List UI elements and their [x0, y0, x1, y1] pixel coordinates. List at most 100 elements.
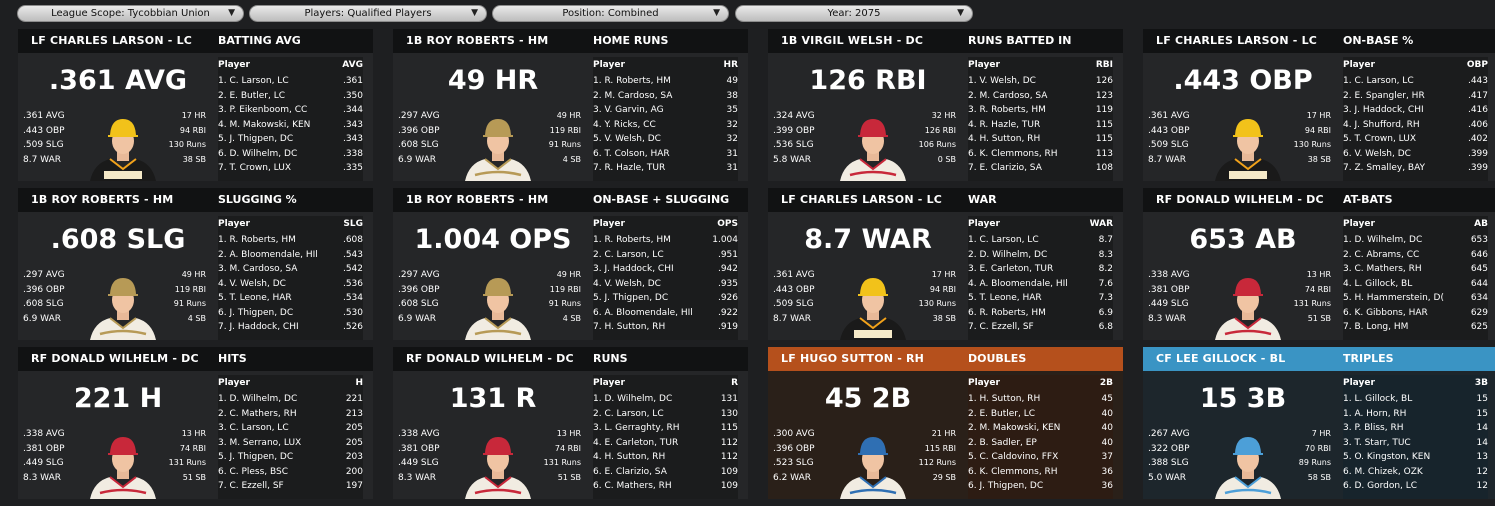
leader-name[interactable]: 2. M. Cardoso, SA: [968, 90, 1048, 101]
leaderboard-row[interactable]: 6. E. Clarizio, SA 109: [593, 465, 738, 479]
leader-name[interactable]: 3. C. Larson, LC: [218, 423, 289, 433]
leader-name[interactable]: 2. M. Cardoso, SA: [593, 90, 673, 101]
leader-name[interactable]: 1. V. Welsh, DC: [968, 76, 1036, 86]
leader-name[interactable]: 2. C. Larson, LC: [593, 249, 664, 260]
leader-name[interactable]: 6. K. Clemmons, RH: [968, 466, 1058, 477]
player-name[interactable]: 1B VIRGIL WELSH - DC: [781, 34, 924, 47]
leaderboard-row[interactable]: 3. V. Garvin, AG 35: [593, 103, 738, 117]
player-column-header[interactable]: Player: [218, 60, 250, 70]
leader-name[interactable]: 3. V. Garvin, AG: [593, 105, 664, 115]
leaderboard-row[interactable]: 7. B. Long, HM 625: [1343, 320, 1488, 334]
player-column-header[interactable]: Player: [1343, 219, 1375, 229]
leaderboard-row[interactable]: 7. T. Crown, LUX .335: [218, 161, 363, 175]
player-name[interactable]: RF DONALD WILHELM - DC: [31, 352, 199, 365]
leader-card[interactable]: CF LEE GILLOCK - BL TRIPLES 15 3B .267 AVG.…: [1143, 347, 1495, 499]
leader-name[interactable]: 6. T. Colson, HAR: [593, 148, 670, 159]
leader-name[interactable]: 7. R. Hazle, TUR: [593, 163, 666, 173]
leader-name[interactable]: 5. C. Caldovino, FFX: [968, 452, 1059, 462]
leaderboard-row[interactable]: 2. C. Abrams, CC 646: [1343, 248, 1488, 262]
leaderboard-row[interactable]: 4. R. Hazle, TUR 115: [968, 118, 1113, 132]
leaderboard-row[interactable]: 2. E. Butler, LC 40: [968, 407, 1113, 421]
leader-name[interactable]: 7. Z. Smalley, BAY: [1343, 163, 1426, 173]
leader-name[interactable]: 7. C. Ezzell, SF: [968, 322, 1034, 332]
player-avatar[interactable]: [88, 270, 158, 340]
player-column-header[interactable]: Player: [1343, 60, 1375, 70]
leader-name[interactable]: 1. D. Wilhelm, DC: [593, 394, 673, 404]
leaderboard-row[interactable]: 7. Z. Smalley, BAY .399: [1343, 161, 1488, 175]
leader-name[interactable]: 4. A. Bloomendale, HIl: [968, 278, 1068, 289]
stat-column-header[interactable]: OBP: [1466, 60, 1488, 70]
leader-name[interactable]: 7. T. Crown, LUX: [218, 163, 291, 173]
leaderboard-row[interactable]: 1. D. Wilhelm, DC 131: [593, 392, 738, 406]
leaderboard-row[interactable]: 7. R. Hazle, TUR 31: [593, 161, 738, 175]
leaderboard-row[interactable]: 5. T. Crown, LUX .402: [1343, 132, 1488, 146]
leaderboard-row[interactable]: 4. L. Gillock, BL 644: [1343, 277, 1488, 291]
stat-column-header[interactable]: 2B: [1099, 378, 1113, 388]
leaderboard-row[interactable]: 7. H. Sutton, RH .919: [593, 320, 738, 334]
leader-name[interactable]: 1. D. Wilhelm, DC: [1343, 235, 1423, 245]
stat-column-header[interactable]: OPS: [717, 219, 738, 229]
leader-name[interactable]: 3. J. Haddock, CHI: [1343, 105, 1424, 115]
leaderboard-row[interactable]: 2. B. Sadler, EP 40: [968, 436, 1113, 450]
leader-name[interactable]: 2. E. Butler, LC: [218, 90, 286, 101]
leader-name[interactable]: 1. C. Larson, LC: [218, 76, 289, 86]
player-avatar[interactable]: [463, 270, 533, 340]
leader-name[interactable]: 1. L. Gillock, BL: [1343, 394, 1413, 404]
player-avatar[interactable]: [838, 111, 908, 181]
leader-card[interactable]: RF DONALD WILHELM - DC RUNS 131 R .338 AVG.…: [393, 347, 748, 499]
player-column-header[interactable]: Player: [218, 219, 250, 229]
stat-column-header[interactable]: 3B: [1474, 378, 1488, 388]
leader-card[interactable]: LF CHARLES LARSON - LC ON-BASE % .443 OBP.…: [1143, 29, 1495, 181]
player-column-header[interactable]: Player: [1343, 378, 1375, 388]
leader-name[interactable]: 2. E. Butler, LC: [968, 408, 1036, 419]
stat-column-header[interactable]: AB: [1474, 219, 1488, 229]
leaderboard-row[interactable]: 2. M. Makowski, KEN 40: [968, 421, 1113, 435]
players-dropdown[interactable]: Players: Qualified Players ▼: [249, 5, 487, 22]
leader-name[interactable]: 2. C. Abrams, CC: [1343, 249, 1420, 260]
player-name[interactable]: 1B ROY ROBERTS - HM: [406, 34, 549, 47]
leaderboard-row[interactable]: 6. D. Gordon, LC 12: [1343, 479, 1488, 493]
leaderboard-row[interactable]: 3. T. Starr, TUC 14: [1343, 436, 1488, 450]
leader-name[interactable]: 3. T. Starr, TUC: [1343, 437, 1411, 448]
leader-name[interactable]: 4. H. Sutton, RH: [593, 452, 666, 462]
stat-column-header[interactable]: RBI: [1095, 60, 1113, 70]
player-name[interactable]: CF LEE GILLOCK - BL: [1156, 352, 1286, 365]
leaderboard-row[interactable]: 5. O. Kingston, KEN 13: [1343, 450, 1488, 464]
leaderboard-row[interactable]: 6. C. Pless, BSC 200: [218, 465, 363, 479]
leaderboard-row[interactable]: 5. T. Leone, HAR 7.3: [968, 291, 1113, 305]
leaderboard-row[interactable]: 1. C. Larson, LC .361: [218, 74, 363, 88]
leaderboard-row[interactable]: 2. E. Spangler, HR .417: [1343, 89, 1488, 103]
leader-name[interactable]: 4. E. Carleton, TUR: [593, 437, 679, 448]
player-name[interactable]: 1B ROY ROBERTS - HM: [31, 193, 174, 206]
leaderboard-row[interactable]: 2. A. Bloomendale, HIl .543: [218, 248, 363, 262]
leader-name[interactable]: 6. C. Mathers, RH: [593, 481, 672, 491]
player-column-header[interactable]: Player: [593, 60, 625, 70]
player-column-header[interactable]: Player: [593, 378, 625, 388]
leaderboard-row[interactable]: 4. V. Welsh, DC .935: [593, 277, 738, 291]
leaderboard-row[interactable]: 3. R. Roberts, HM 119: [968, 103, 1113, 117]
leader-name[interactable]: 2. C. Mathers, RH: [218, 408, 297, 419]
player-avatar[interactable]: [1213, 270, 1283, 340]
stat-column-header[interactable]: HR: [723, 60, 738, 70]
leader-card[interactable]: LF CHARLES LARSON - LC BATTING AVG .361 AV…: [18, 29, 373, 181]
league-scope-dropdown[interactable]: League Scope: Tycobbian Union ▼: [17, 5, 244, 22]
leaderboard-row[interactable]: 5. J. Thigpen, DC .343: [218, 132, 363, 146]
leader-card[interactable]: RF DONALD WILHELM - DC HITS 221 H .338 AVG.…: [18, 347, 373, 499]
player-column-header[interactable]: Player: [968, 378, 1000, 388]
leader-name[interactable]: 7. C. Ezzell, SF: [218, 481, 284, 491]
leader-card[interactable]: LF CHARLES LARSON - LC WAR 8.7 WAR .361 AVG…: [768, 188, 1123, 340]
leader-name[interactable]: 4. H. Sutton, RH: [968, 134, 1041, 144]
leaderboard-row[interactable]: 5. H. Hammerstein, D(634: [1343, 291, 1488, 305]
player-column-header[interactable]: Player: [593, 219, 625, 229]
stat-column-header[interactable]: R: [731, 378, 738, 388]
leader-name[interactable]: 5. T. Crown, LUX: [1343, 134, 1416, 144]
leaderboard-row[interactable]: 1. V. Welsh, DC 126: [968, 74, 1113, 88]
leader-name[interactable]: 7. E. Clarizio, SA: [968, 163, 1042, 173]
player-avatar[interactable]: [1213, 111, 1283, 181]
leaderboard-row[interactable]: 2. M. Cardoso, SA 38: [593, 89, 738, 103]
leader-name[interactable]: 3. J. Haddock, CHI: [593, 264, 674, 274]
leader-name[interactable]: 7. J. Haddock, CHI: [218, 322, 299, 332]
leaderboard-row[interactable]: 3. J. Haddock, CHI .942: [593, 262, 738, 276]
leader-name[interactable]: 6. J. Thigpen, DC: [218, 307, 294, 318]
leaderboard-row[interactable]: 1. H. Sutton, RH 45: [968, 392, 1113, 406]
